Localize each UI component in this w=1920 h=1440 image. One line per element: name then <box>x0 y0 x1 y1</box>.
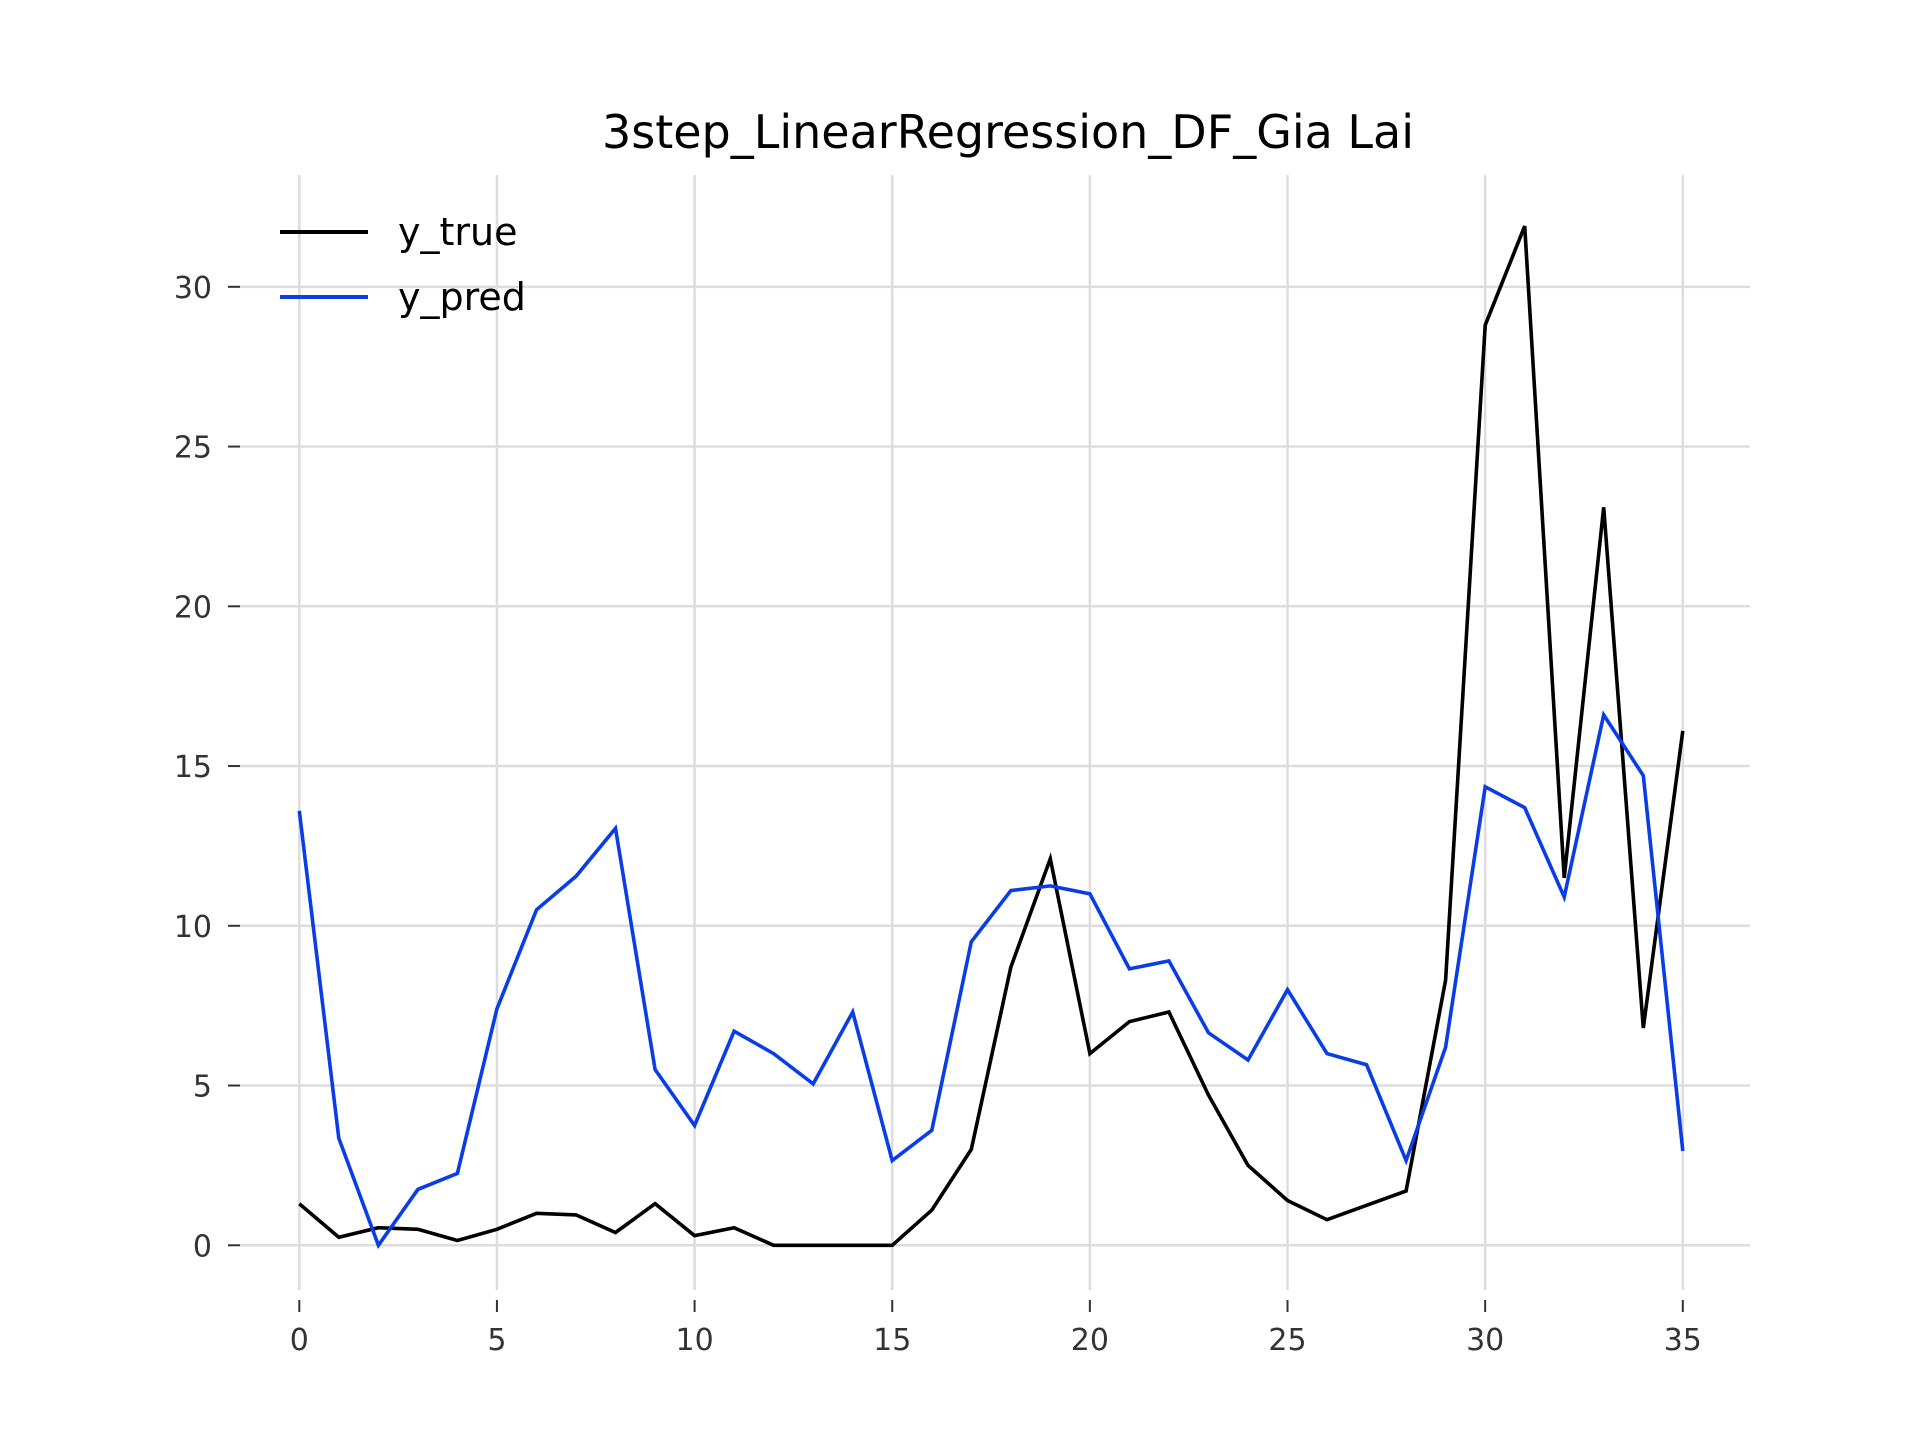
y-tick-label: 10 <box>174 910 212 945</box>
x-tick-label: 15 <box>873 1323 911 1358</box>
y-tick-label: 15 <box>174 750 212 785</box>
y-gridlines <box>240 285 1750 1247</box>
y-tick-label: 0 <box>193 1229 212 1264</box>
x-gridlines <box>298 175 1685 1290</box>
x-tick-label: 30 <box>1466 1323 1504 1358</box>
legend: y_true y_pred <box>280 210 526 319</box>
x-axis-ticks: 0 5 10 15 20 25 30 35 <box>290 1300 1702 1358</box>
y-tick-label: 30 <box>174 271 212 306</box>
x-tick-label: 25 <box>1268 1323 1306 1358</box>
legend-label-y-pred: y_pred <box>398 275 526 319</box>
x-tick-label: 0 <box>290 1323 309 1358</box>
x-tick-label: 5 <box>487 1323 506 1358</box>
x-tick-label: 20 <box>1071 1323 1109 1358</box>
chart-title: 3step_LinearRegression_DF_Gia Lai <box>602 105 1414 159</box>
y-axis-ticks: 0 5 10 15 20 25 30 <box>174 271 240 1264</box>
y-tick-label: 25 <box>174 431 212 466</box>
series-line-y-true <box>298 225 1685 1248</box>
x-tick-label: 10 <box>675 1323 713 1358</box>
y-tick-label: 20 <box>174 590 212 625</box>
series-line-y-pred <box>297 710 1685 1250</box>
x-tick-label: 35 <box>1664 1323 1702 1358</box>
legend-label-y-true: y_true <box>398 210 517 254</box>
y-tick-label: 5 <box>193 1070 212 1105</box>
series-lines <box>297 225 1685 1250</box>
